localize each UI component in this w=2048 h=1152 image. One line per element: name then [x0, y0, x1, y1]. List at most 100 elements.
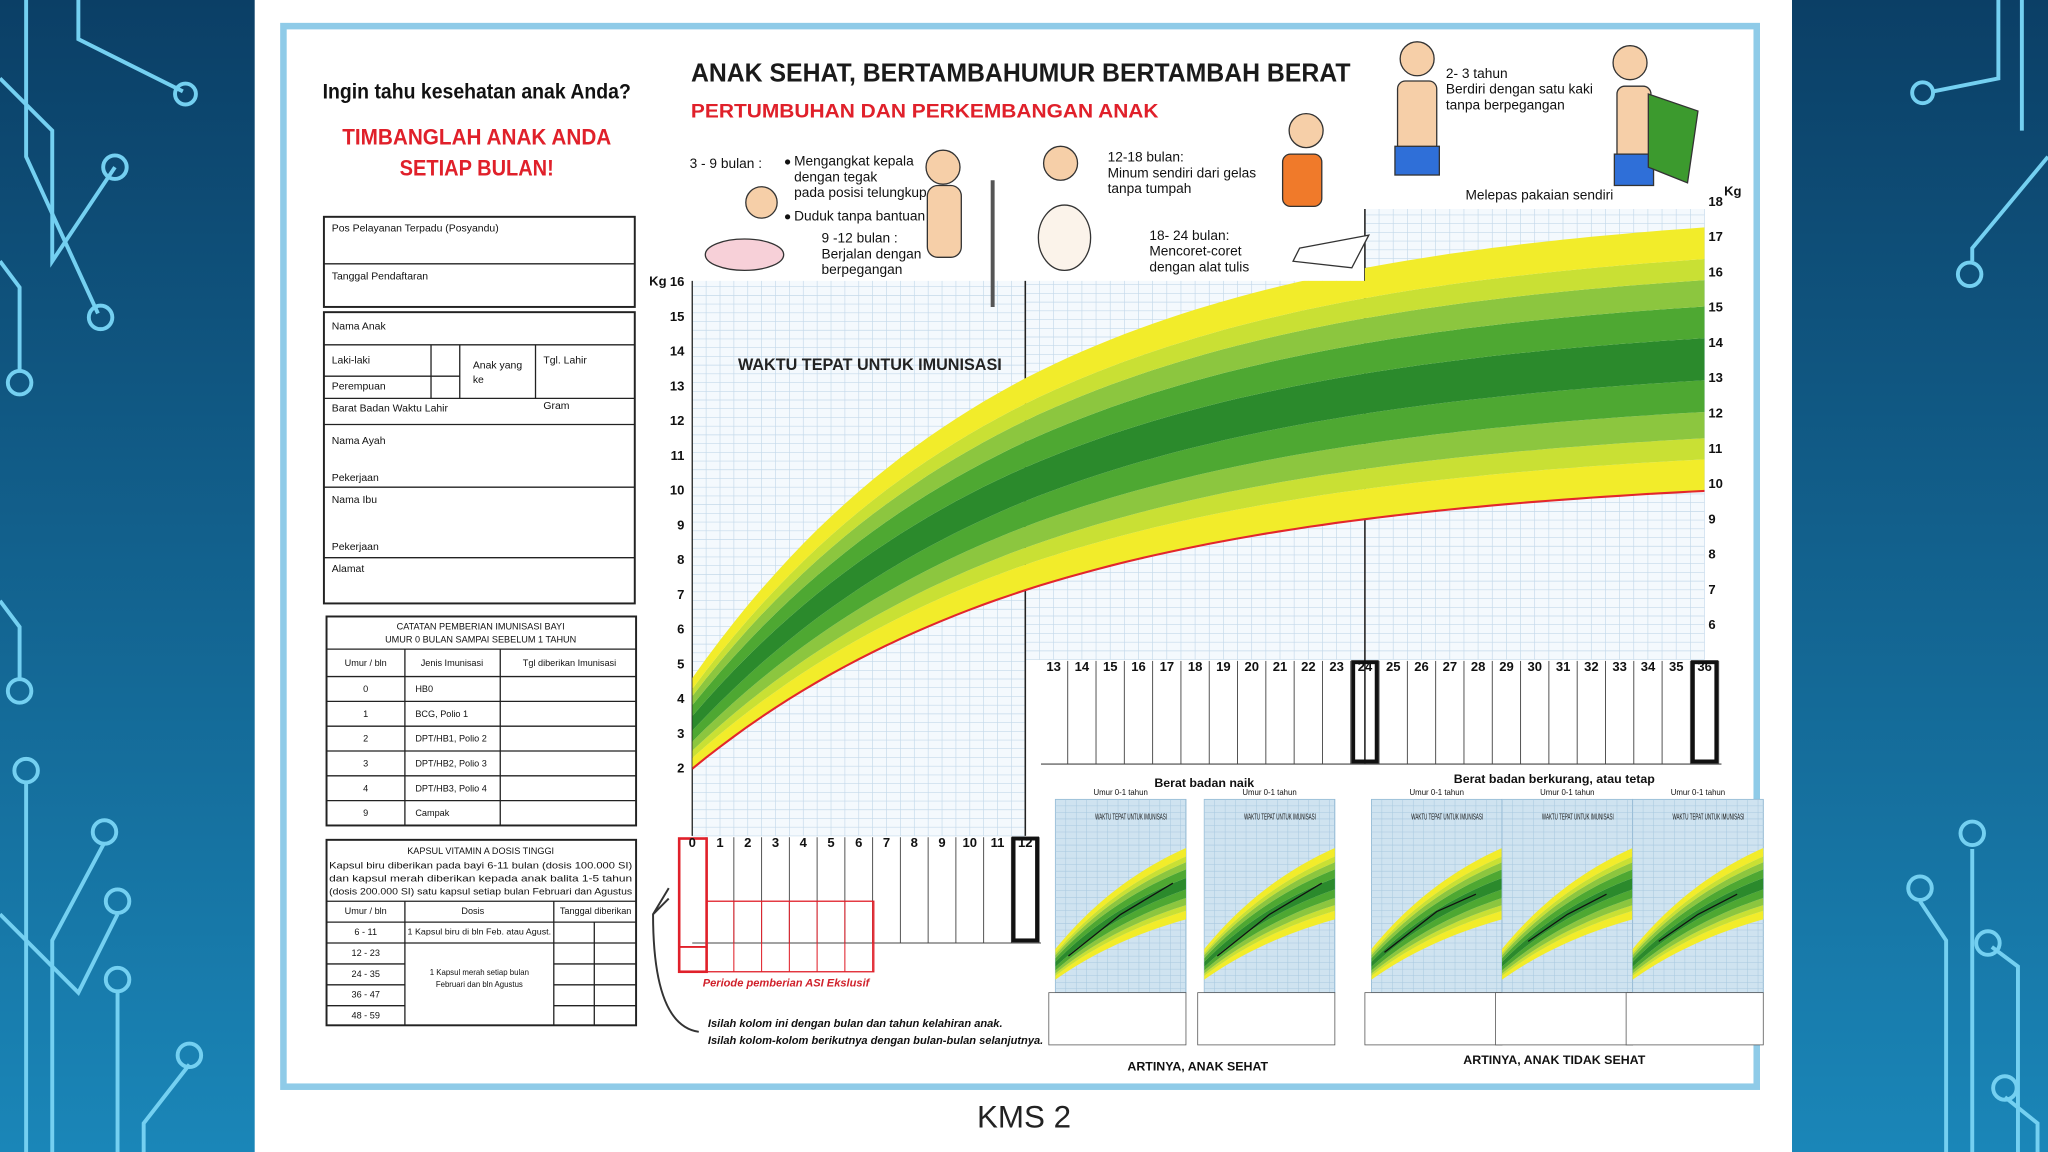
table-description: Kapsul biru diberikan pada bayi 6-11 bul…	[329, 860, 632, 870]
y-tick-label: 16	[670, 274, 685, 289]
growth-band	[692, 411, 1705, 751]
y-tick-label: 12	[1708, 405, 1723, 420]
table-header: Dosis	[461, 906, 484, 916]
form-label: Nama Anak	[332, 321, 387, 332]
example-caption: ARTINYA, ANAK SEHAT	[1127, 1059, 1268, 1073]
form-label: Nama Ayah	[332, 436, 386, 447]
paper	[1292, 234, 1371, 269]
fill-note: Isilah kolom ini dengan bulan dan tahun …	[708, 1018, 1003, 1030]
example-charts	[1048, 798, 1764, 1046]
growth-band	[692, 280, 1705, 706]
y-unit: Kg	[1724, 183, 1741, 198]
example-band	[1371, 889, 1503, 971]
y-tick-label: 4	[677, 691, 685, 706]
example-trace	[1527, 893, 1607, 942]
example-band	[1502, 856, 1633, 956]
month-label: 17	[1160, 659, 1175, 674]
example-trace	[1216, 882, 1323, 957]
example-trace	[1068, 882, 1174, 957]
y-tick-label: 8	[1708, 547, 1715, 562]
table-cell: DPT/HB1, Polio 2	[415, 734, 487, 744]
y-tick-label: 14	[670, 344, 685, 359]
child-drawing-head	[1288, 112, 1324, 149]
table-cell: 48 - 59	[352, 1011, 380, 1021]
y-tick-label: 11	[1708, 441, 1722, 456]
toddler-body	[926, 184, 962, 258]
table-header: Tgl diberikan Imunisasi	[523, 658, 616, 668]
child-drinking-body	[1037, 204, 1092, 272]
example-band	[1055, 910, 1186, 980]
example-band	[1502, 889, 1633, 971]
child-undressing-body	[1616, 85, 1652, 163]
table-cell: DPT/HB3, Polio 4	[415, 783, 487, 793]
form-label: Pekerjaan	[332, 473, 379, 484]
table-header: Umur / bln	[345, 906, 387, 916]
growth-band	[692, 227, 1705, 689]
month-label: 10	[963, 835, 978, 850]
example-band	[1371, 905, 1503, 976]
month-label: 9	[938, 835, 945, 850]
milestone: pada posisi telungkup	[794, 185, 927, 200]
table-cell: BCG, Polio 1	[415, 709, 468, 719]
month-label: 8	[911, 835, 918, 850]
texts: Ingin tahu kesehatan anak Anda? TIMBANGLA…	[323, 57, 1745, 1134]
month-label: 13	[1046, 659, 1061, 674]
y-tick-label: 17	[1708, 229, 1723, 244]
example-band	[1371, 856, 1503, 956]
y-tick-label: 14	[1708, 335, 1723, 350]
call-to-action: SETIAP BULAN!	[400, 156, 554, 181]
month-label: 1	[716, 835, 723, 850]
y-tick-label: 9	[1708, 511, 1715, 526]
month-label: 14	[1075, 659, 1090, 674]
shirt	[1647, 93, 1699, 184]
example-band	[1055, 856, 1186, 956]
child-standing-head	[1399, 41, 1435, 77]
table-cell: 9	[363, 808, 368, 818]
month-label: 33	[1612, 659, 1627, 674]
y-tick-label: 6	[677, 622, 684, 637]
growth-band	[692, 459, 1705, 769]
table-cell: 2	[363, 734, 368, 744]
month-columns	[652, 660, 1722, 1033]
table-description: dan kapsul merah diberikan kepada anak b…	[329, 873, 632, 883]
table-description: (dosis 200.000 SI) satu kapsul setiap bu…	[329, 887, 633, 897]
milestone: dengan alat tulis	[1149, 259, 1249, 274]
example-band	[1204, 869, 1335, 962]
milestone: Berdiri dengan satu kaki	[1446, 82, 1593, 97]
example-band	[1055, 897, 1186, 974]
example-band	[1502, 869, 1633, 962]
month-label: 7	[883, 835, 890, 850]
example-band	[1204, 856, 1335, 956]
y-tick-label: 3	[677, 726, 684, 741]
table-header: Jenis Imunisasi	[421, 658, 483, 668]
growth-band	[692, 338, 1705, 731]
y-tick-label: 5	[677, 656, 684, 671]
form-label: ke	[473, 375, 484, 386]
example-band	[1632, 889, 1764, 971]
year-box	[1011, 836, 1040, 943]
example-band	[1055, 862, 1186, 959]
milestone: Duduk tanpa bantuan	[794, 208, 925, 223]
example-heading: Berat badan berkurang, atau tetap	[1454, 772, 1655, 786]
example-band	[1371, 847, 1503, 953]
form-label: Alamat	[332, 564, 365, 575]
example-band	[1632, 905, 1764, 976]
month-label: 28	[1471, 659, 1486, 674]
example-heading: Berat badan naik	[1154, 776, 1254, 790]
milestone: Berjalan dengan	[822, 246, 922, 261]
month-label: 29	[1499, 659, 1514, 674]
example-footer	[1048, 992, 1187, 1046]
form-label: Pekerjaan	[332, 542, 379, 553]
month-label: 35	[1669, 659, 1684, 674]
example-band	[1204, 889, 1335, 971]
table-cell: Februari dan bln Agustus	[436, 980, 523, 989]
form-label: Barat Badan Waktu Lahir	[332, 404, 449, 415]
y-tick-label: 16	[1708, 264, 1723, 279]
y-tick-label: 18	[1708, 194, 1723, 209]
example-label: Umur 0-1 tahun	[1671, 788, 1725, 797]
month-label: 18	[1188, 659, 1203, 674]
form-label: Anak yang	[473, 360, 523, 371]
table-title: KAPSUL VITAMIN A DOSIS TINGGI	[407, 846, 554, 856]
y-tick-label: 10	[1708, 476, 1723, 491]
